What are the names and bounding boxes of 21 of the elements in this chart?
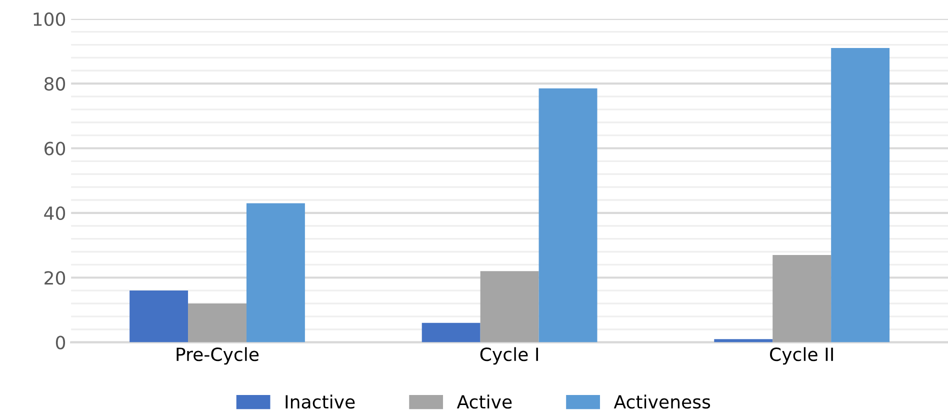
legend-label: Active <box>456 394 512 409</box>
y-tick-label: 100 <box>34 12 66 26</box>
bar <box>422 322 480 342</box>
bar <box>480 271 539 342</box>
y-tick-label: 40 <box>44 206 66 220</box>
bar <box>246 203 305 342</box>
y-tick-label: 0 <box>56 336 66 350</box>
legend-label: Activeness <box>614 394 710 409</box>
x-tick-label: Cycle II <box>770 347 833 365</box>
bar <box>831 48 890 342</box>
bar <box>772 254 832 342</box>
x-tick-label: Pre-Cycle <box>176 347 259 365</box>
bar <box>130 290 188 342</box>
bar <box>188 303 246 342</box>
bar <box>714 339 773 342</box>
y-tick-label: 80 <box>44 77 66 91</box>
y-tick-label: 60 <box>44 142 66 156</box>
legend-label: Inactive <box>286 394 355 409</box>
bar <box>538 88 598 342</box>
y-tick-label: 20 <box>44 271 66 285</box>
x-tick-label: Cycle I <box>480 347 538 365</box>
